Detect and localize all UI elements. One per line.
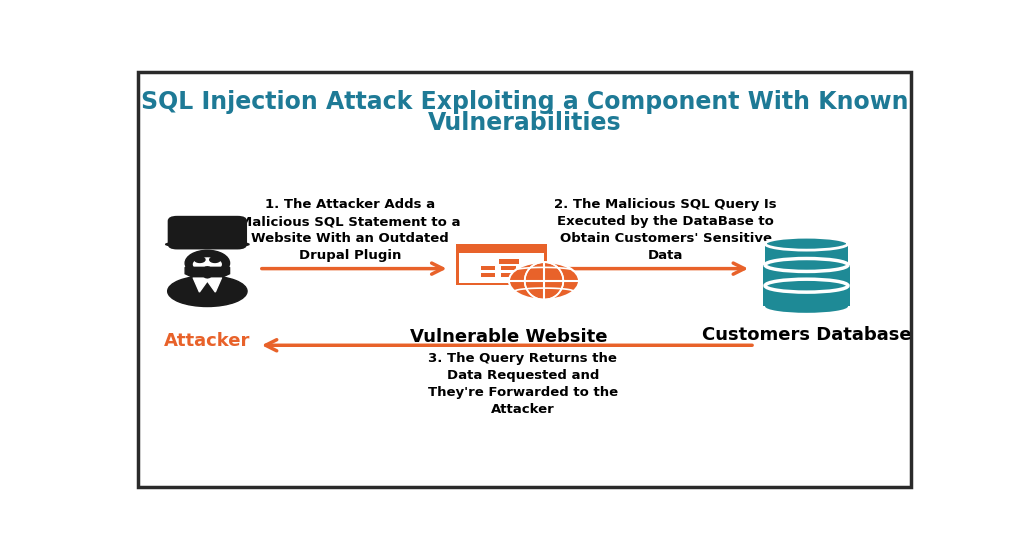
Ellipse shape [168,276,247,306]
FancyBboxPatch shape [480,273,496,277]
Ellipse shape [765,237,848,250]
FancyBboxPatch shape [456,244,547,252]
Polygon shape [185,267,229,276]
FancyBboxPatch shape [480,266,496,270]
FancyBboxPatch shape [501,273,516,277]
Text: Vulnerabilities: Vulnerabilities [428,111,622,135]
Text: Attacker: Attacker [164,332,251,351]
Ellipse shape [185,251,229,276]
Ellipse shape [166,241,249,247]
Ellipse shape [194,258,221,271]
Ellipse shape [765,300,848,313]
Text: Vulnerable Website: Vulnerable Website [411,328,607,346]
FancyBboxPatch shape [501,266,516,270]
Text: Customers Database: Customers Database [701,326,911,344]
Polygon shape [764,286,850,306]
Circle shape [509,262,580,300]
FancyBboxPatch shape [499,259,519,264]
Text: 3. The Query Returns the
Data Requested and
They're Forwarded to the
Attacker: 3. The Query Returns the Data Requested … [428,352,617,416]
FancyBboxPatch shape [456,245,547,285]
Circle shape [210,257,220,263]
Polygon shape [194,278,221,292]
Text: SQL Injection Attack Exploiting a Component With Known: SQL Injection Attack Exploiting a Compon… [141,90,908,114]
Text: 1. The Attacker Adds a
Malicious SQL Statement to a
Website With an Outdated
Dru: 1. The Attacker Adds a Malicious SQL Sta… [240,198,461,262]
Text: 2. The Malicious SQL Query Is
Executed by the DataBase to
Obtain Customers' Sens: 2. The Malicious SQL Query Is Executed b… [554,198,777,262]
Polygon shape [764,265,850,306]
FancyBboxPatch shape [460,253,544,283]
Polygon shape [765,244,848,306]
Circle shape [195,257,205,263]
FancyBboxPatch shape [168,216,247,249]
